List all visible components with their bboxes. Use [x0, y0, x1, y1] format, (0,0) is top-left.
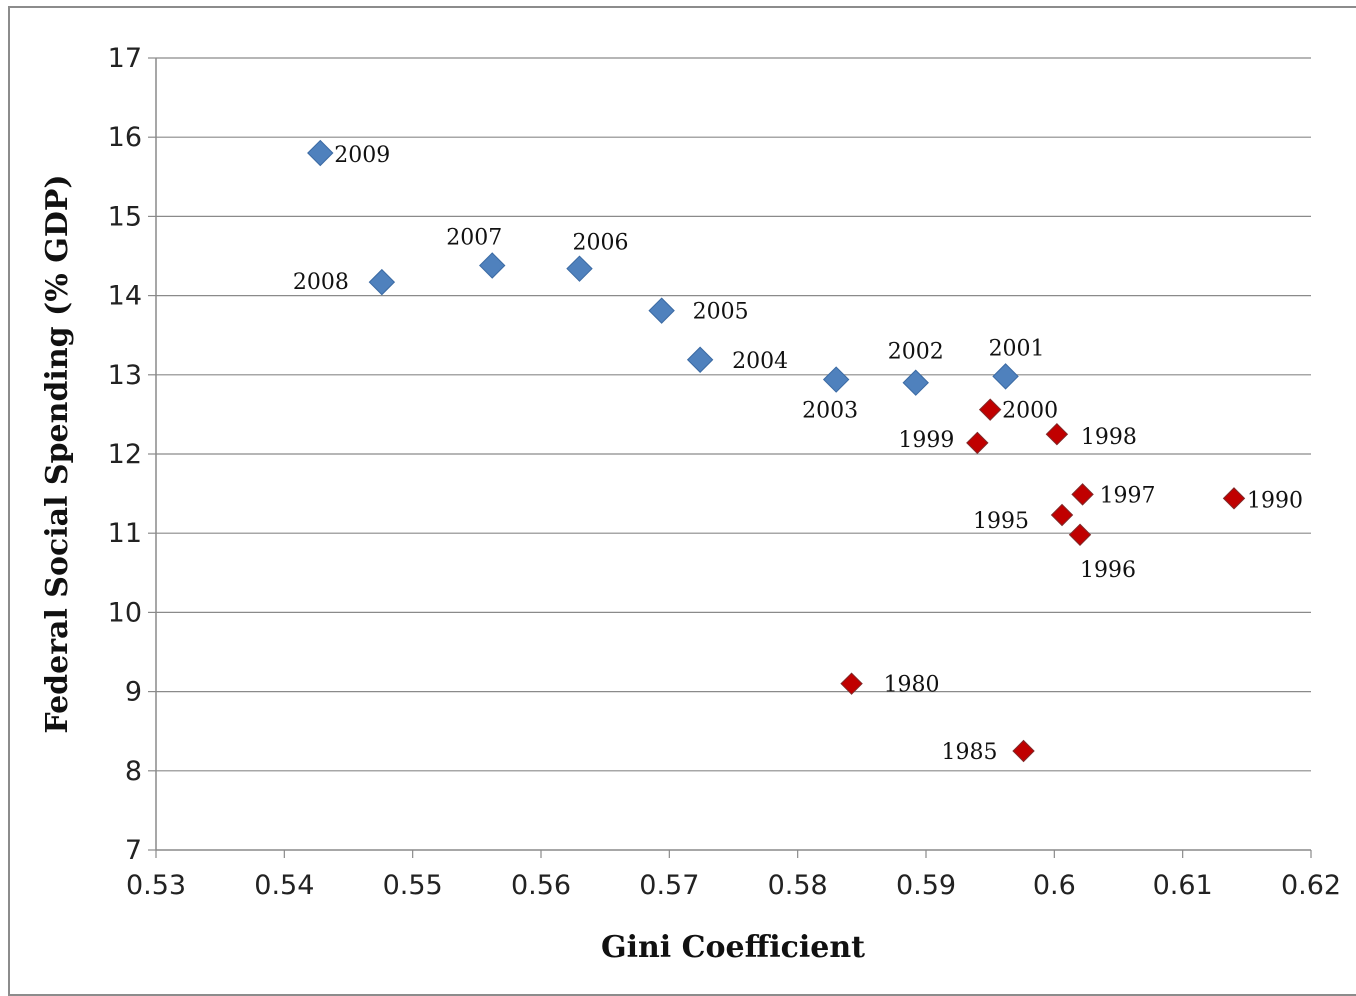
- y-tick-label: 11: [108, 518, 142, 549]
- point-label-2004: 2004: [732, 349, 788, 374]
- data-point-1996: [1068, 523, 1092, 546]
- y-tick-label: 10: [108, 597, 142, 628]
- x-tick-labels: 0.53 0.54 0.55 0.56 0.57 0.58 0.59 0.6 0.61 0.62: [126, 870, 1341, 901]
- point-label-2000: 2000: [1002, 399, 1058, 424]
- x-tick-label: 0.59: [896, 870, 956, 901]
- x-tick-label: 0.54: [254, 870, 314, 901]
- y-tick-label: 17: [108, 43, 142, 74]
- gridlines: [156, 57, 1311, 772]
- point-label-2006: 2006: [573, 231, 629, 256]
- data-point-2009: [307, 139, 334, 167]
- point-label-1997: 1997: [1100, 483, 1156, 508]
- axes: [148, 57, 1312, 858]
- data-point-2003: [822, 366, 850, 393]
- data-point-2004: [686, 346, 714, 373]
- point-label-1990: 1990: [1247, 488, 1303, 513]
- data-point-1998: [1045, 422, 1069, 446]
- data-point-2000: [978, 398, 1002, 421]
- data-point-2008: [368, 268, 396, 296]
- y-tick-label: 13: [108, 360, 142, 391]
- point-label-1980: 1980: [884, 673, 940, 698]
- x-tick-label: 0.6: [1033, 870, 1076, 901]
- point-label-1999: 1999: [898, 428, 954, 453]
- data-point-2005: [648, 297, 675, 324]
- data-point-1999: [966, 431, 989, 455]
- x-tick-label: 0.53: [126, 870, 186, 901]
- y-tick-label: 15: [108, 201, 142, 232]
- data-point-2007: [479, 252, 506, 279]
- data-point-1985: [1012, 739, 1035, 763]
- chart-frame: [8, 6, 1356, 996]
- data-point-1980: [840, 672, 863, 695]
- point-label-1995: 1995: [973, 509, 1029, 534]
- data-point-2006: [566, 255, 593, 282]
- y-axis-title: Federal Social Spending (% GDP): [40, 174, 75, 733]
- y-tick-label: 12: [108, 439, 142, 470]
- x-tick-label: 0.56: [511, 870, 571, 901]
- data-point-2001: [992, 363, 1019, 390]
- point-label-2008: 2008: [293, 270, 349, 295]
- point-label-2005: 2005: [693, 300, 749, 325]
- data-point-1990: [1222, 487, 1246, 510]
- point-label-2001: 2001: [989, 336, 1045, 361]
- x-tick-label: 0.61: [1153, 870, 1213, 901]
- data-points: [307, 139, 1246, 763]
- point-label-1985: 1985: [942, 740, 998, 765]
- y-tick-label: 8: [125, 756, 142, 787]
- data-point-2002: [902, 369, 929, 396]
- y-tick-label: 14: [108, 281, 142, 312]
- data-point-1995: [1050, 503, 1074, 527]
- x-tick-label: 0.55: [383, 870, 443, 901]
- x-tick-label: 0.62: [1281, 870, 1341, 901]
- y-tick-label: 7: [125, 835, 142, 866]
- x-tick-label: 0.57: [639, 870, 699, 901]
- x-tick-label: 0.58: [768, 870, 828, 901]
- scatter-chart: 7 8 9 10 11 12 13 14 15 16 17 0.53 0.54 0.55 0.56 0.57…: [40, 43, 1341, 965]
- point-label-1998: 1998: [1081, 425, 1137, 450]
- data-point-1997: [1071, 483, 1094, 506]
- point-label-2002: 2002: [888, 340, 944, 365]
- point-labels: 2009 2008 2007 2006 2005 2004 2003 2002 2001 2000…: [293, 143, 1303, 765]
- y-tick-label: 9: [125, 677, 142, 708]
- x-axis-title: Gini Coefficient: [601, 930, 865, 965]
- point-label-1996: 1996: [1080, 558, 1136, 583]
- point-label-2007: 2007: [446, 226, 502, 251]
- point-label-2003: 2003: [802, 399, 858, 424]
- point-label-2009: 2009: [334, 143, 390, 168]
- y-tick-label: 16: [108, 122, 142, 153]
- y-tick-labels: 7 8 9 10 11 12 13 14 15 16 17: [108, 43, 142, 866]
